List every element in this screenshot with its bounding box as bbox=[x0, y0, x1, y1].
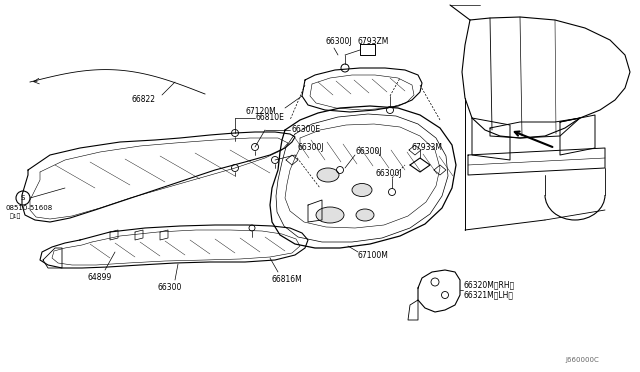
Ellipse shape bbox=[356, 209, 374, 221]
Text: 66822: 66822 bbox=[132, 96, 156, 105]
Text: 67120M: 67120M bbox=[245, 108, 276, 116]
Ellipse shape bbox=[352, 183, 372, 196]
Text: 〈1〉: 〈1〉 bbox=[10, 213, 21, 219]
Text: 66300J: 66300J bbox=[355, 148, 381, 157]
Text: 66300J: 66300J bbox=[375, 170, 402, 179]
Text: 66320M〈RH〉: 66320M〈RH〉 bbox=[463, 280, 515, 289]
Text: J660000C: J660000C bbox=[565, 357, 599, 363]
Text: 66300: 66300 bbox=[158, 283, 182, 292]
Text: 66300J: 66300J bbox=[325, 38, 351, 46]
Ellipse shape bbox=[316, 207, 344, 223]
Text: 64899: 64899 bbox=[88, 273, 112, 282]
Text: S: S bbox=[21, 195, 25, 201]
Ellipse shape bbox=[317, 168, 339, 182]
Text: 67100M: 67100M bbox=[358, 251, 389, 260]
Text: 66300J: 66300J bbox=[298, 144, 324, 153]
Text: 66321M〈LH〉: 66321M〈LH〉 bbox=[463, 291, 513, 299]
Text: 6793ZM: 6793ZM bbox=[358, 38, 389, 46]
Text: 66300E: 66300E bbox=[291, 125, 320, 135]
Text: 66810E: 66810E bbox=[256, 113, 285, 122]
Text: 67933M: 67933M bbox=[412, 144, 443, 153]
Text: 66816M: 66816M bbox=[272, 276, 303, 285]
Text: 08510-51608: 08510-51608 bbox=[5, 205, 52, 211]
